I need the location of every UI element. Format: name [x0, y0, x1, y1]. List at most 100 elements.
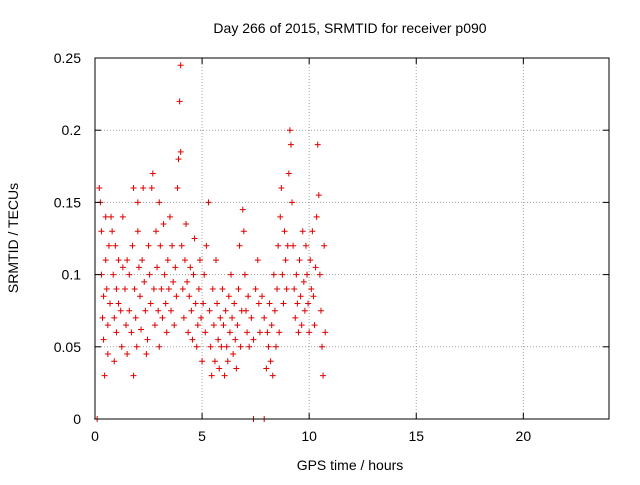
- data-point: [104, 351, 111, 358]
- data-point: [118, 343, 125, 350]
- data-point: [286, 127, 293, 134]
- data-point: [217, 314, 224, 321]
- data-point: [250, 336, 257, 343]
- data-point: [274, 286, 281, 293]
- chart-title: Day 266 of 2015, SRMTID for receiver p09…: [213, 20, 486, 36]
- data-point: [166, 213, 173, 220]
- data-point: [155, 307, 162, 314]
- data-point: [232, 336, 239, 343]
- data-point: [319, 343, 326, 350]
- data-point: [307, 257, 314, 264]
- data-point: [267, 358, 274, 365]
- data-point: [231, 300, 238, 307]
- data-point: [207, 343, 214, 350]
- data-point: [236, 242, 243, 249]
- data-point: [289, 199, 296, 206]
- data-point: [184, 278, 191, 285]
- data-point: [174, 184, 181, 191]
- data-point: [285, 170, 292, 177]
- data-point: [259, 293, 266, 300]
- data-point: [305, 300, 312, 307]
- data-point: [96, 184, 103, 191]
- data-point: [311, 322, 318, 329]
- data-point: [180, 314, 187, 321]
- data-point: [201, 271, 208, 278]
- data-point: [281, 228, 288, 235]
- data-point: [100, 293, 107, 300]
- data-point: [295, 329, 302, 336]
- data-point: [149, 170, 156, 177]
- data-point: [147, 300, 154, 307]
- data-point: [123, 322, 130, 329]
- data-point: [214, 300, 221, 307]
- data-point: [313, 213, 320, 220]
- data-point: [168, 307, 175, 314]
- data-point: [261, 314, 268, 321]
- data-point: [202, 329, 209, 336]
- data-point: [302, 242, 309, 249]
- data-point: [310, 293, 317, 300]
- data-point: [186, 293, 193, 300]
- data-point: [219, 286, 226, 293]
- data-point: [248, 314, 255, 321]
- data-point: [246, 343, 253, 350]
- data-point: [177, 148, 184, 155]
- data-point: [218, 343, 225, 350]
- data-points: [94, 62, 329, 422]
- data-point: [165, 286, 172, 293]
- data-point: [213, 257, 220, 264]
- data-point: [177, 62, 184, 69]
- data-point: [113, 329, 120, 336]
- data-point: [130, 184, 137, 191]
- data-point: [221, 372, 228, 379]
- data-point: [230, 351, 237, 358]
- data-point: [210, 322, 217, 329]
- data-point: [104, 322, 111, 329]
- data-point: [263, 365, 270, 372]
- data-point: [190, 271, 197, 278]
- data-point: [192, 300, 199, 307]
- data-point: [242, 307, 249, 314]
- y-tick-label: 0.1: [62, 267, 82, 283]
- data-point: [320, 372, 327, 379]
- data-point: [254, 257, 261, 264]
- data-point: [227, 271, 234, 278]
- data-point: [128, 329, 135, 336]
- data-point: [264, 329, 271, 336]
- x-tick-label: 15: [408, 428, 424, 444]
- data-point: [208, 372, 215, 379]
- data-point: [220, 322, 227, 329]
- data-point: [237, 343, 244, 350]
- data-point: [296, 257, 303, 264]
- data-point: [156, 343, 163, 350]
- data-point: [110, 271, 117, 278]
- data-point: [132, 314, 139, 321]
- data-point: [255, 300, 262, 307]
- data-point: [100, 336, 107, 343]
- data-point: [159, 314, 166, 321]
- data-point: [294, 300, 301, 307]
- data-point: [270, 271, 277, 278]
- data-point: [145, 242, 152, 249]
- data-point: [216, 365, 223, 372]
- data-point: [185, 329, 192, 336]
- data-point: [163, 329, 170, 336]
- data-point: [271, 307, 278, 314]
- data-point: [171, 322, 178, 329]
- data-point: [138, 326, 145, 333]
- data-point: [308, 286, 315, 293]
- data-point: [196, 257, 203, 264]
- data-point: [276, 329, 283, 336]
- data-point: [200, 300, 207, 307]
- data-point: [158, 286, 165, 293]
- data-point: [245, 293, 252, 300]
- data-point: [306, 329, 313, 336]
- data-point: [280, 300, 287, 307]
- data-point: [112, 242, 119, 249]
- x-tick-label: 20: [516, 428, 532, 444]
- data-point: [239, 206, 246, 213]
- data-point: [154, 264, 161, 271]
- data-point: [160, 221, 167, 228]
